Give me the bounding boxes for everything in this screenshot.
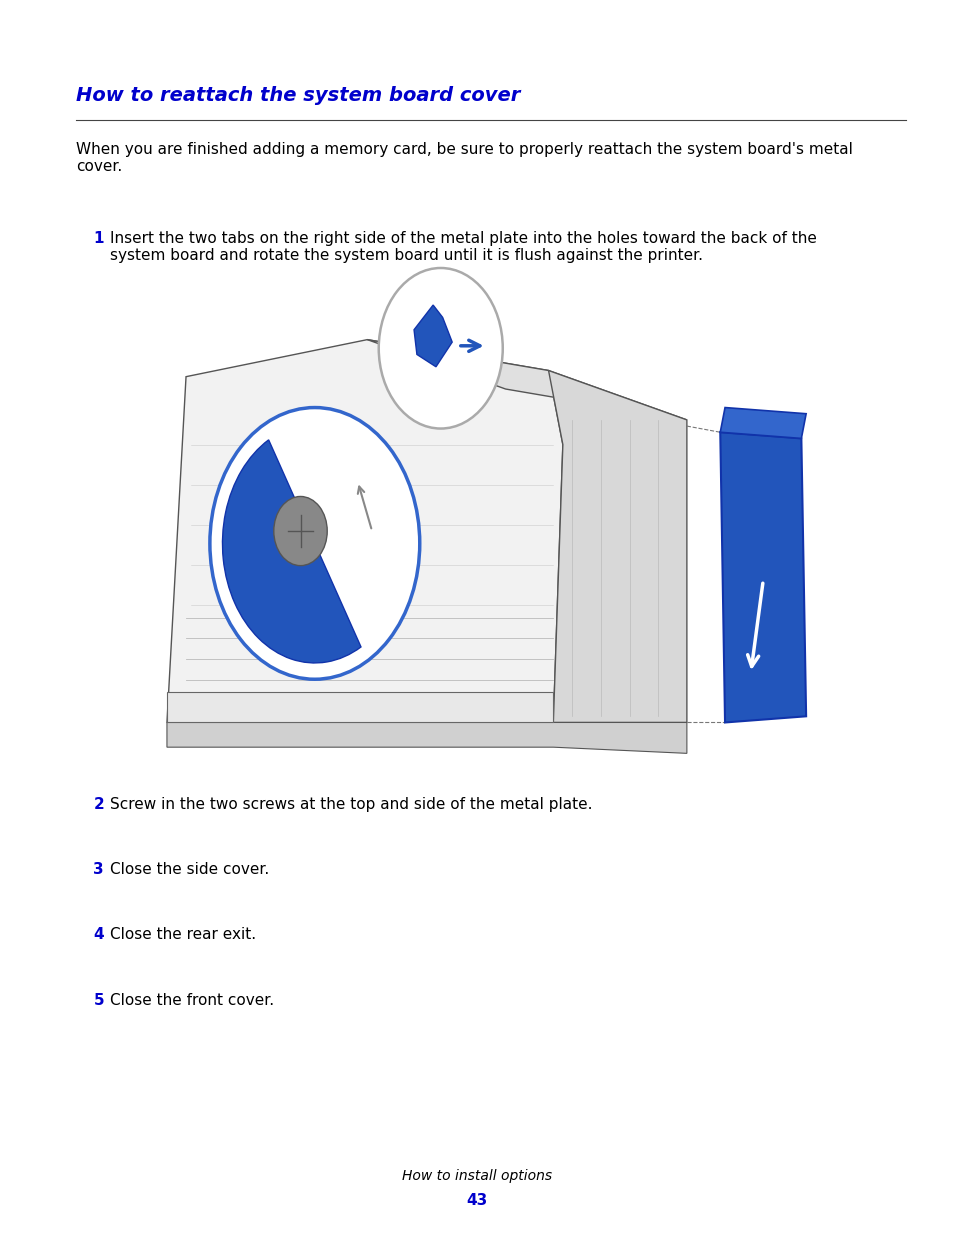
Text: 2: 2 [93,797,104,811]
Wedge shape [222,440,360,663]
Polygon shape [167,340,562,722]
Text: When you are finished adding a memory card, be sure to properly reattach the sys: When you are finished adding a memory ca… [76,142,852,174]
Text: Close the rear exit.: Close the rear exit. [110,927,255,942]
Circle shape [274,496,327,566]
Text: 4: 4 [93,927,104,942]
Polygon shape [167,722,686,753]
Text: 1: 1 [93,231,104,246]
Text: How to install options: How to install options [401,1170,552,1183]
Text: 3: 3 [93,862,104,877]
Text: Screw in the two screws at the top and side of the metal plate.: Screw in the two screws at the top and s… [110,797,592,811]
Text: 43: 43 [466,1193,487,1208]
Polygon shape [367,340,686,420]
Circle shape [210,408,419,679]
Polygon shape [548,370,686,722]
Polygon shape [720,432,805,722]
Polygon shape [720,408,805,438]
Text: 5: 5 [93,993,104,1008]
Text: How to reattach the system board cover: How to reattach the system board cover [76,86,520,105]
Circle shape [378,268,502,429]
Text: Close the front cover.: Close the front cover. [110,993,274,1008]
Polygon shape [167,692,553,722]
Text: Insert the two tabs on the right side of the metal plate into the holes toward t: Insert the two tabs on the right side of… [110,231,816,263]
Text: Close the side cover.: Close the side cover. [110,862,269,877]
Polygon shape [414,305,452,367]
